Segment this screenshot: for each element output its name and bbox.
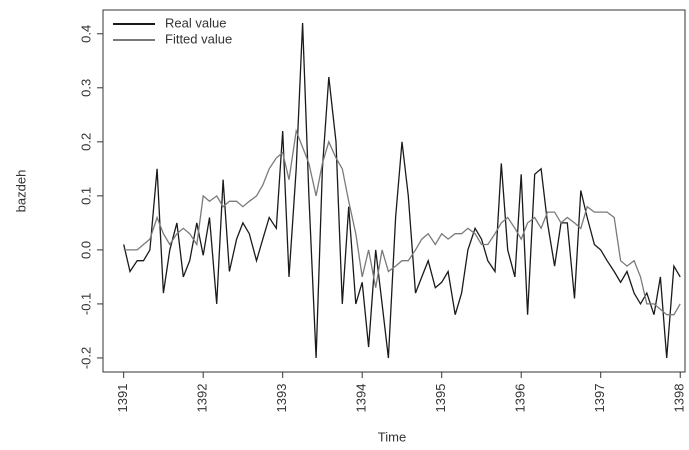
y-tick-label: -0.2 (78, 347, 93, 369)
chart: Time bazdeh -0.2 -0.1 0.0 0.1 0.2 0.3 0.4 1391 1… (0, 0, 689, 450)
y-tick-label: 0.3 (78, 79, 93, 97)
x-tick-label: 1391 (115, 384, 130, 413)
data-line (124, 131, 681, 315)
plot-frame (103, 10, 685, 372)
x-tick-label: 1396 (513, 384, 528, 413)
x-tick-label: 1397 (592, 384, 607, 413)
y-tick-label: -0.1 (78, 293, 93, 315)
y-tick-label: 0.2 (78, 133, 93, 151)
legend-label: Real value (165, 15, 226, 30)
y-axis-label: bazdeh (13, 170, 28, 213)
y-tick-label: 0.4 (78, 25, 93, 43)
y-tick-label: 0.0 (78, 241, 93, 259)
x-axis-label: Time (378, 429, 406, 444)
data-line (124, 23, 681, 358)
x-tick-label: 1392 (195, 384, 210, 413)
y-tick-label: 0.1 (78, 187, 93, 205)
x-tick-label: 1395 (433, 384, 448, 413)
x-tick-label: 1394 (354, 384, 369, 413)
legend-label: Fitted value (165, 31, 232, 46)
x-tick-label: 1398 (672, 384, 687, 413)
x-tick-label: 1393 (274, 384, 289, 413)
page: Time bazdeh -0.2 -0.1 0.0 0.1 0.2 0.3 0.4 1391 1… (0, 0, 689, 450)
